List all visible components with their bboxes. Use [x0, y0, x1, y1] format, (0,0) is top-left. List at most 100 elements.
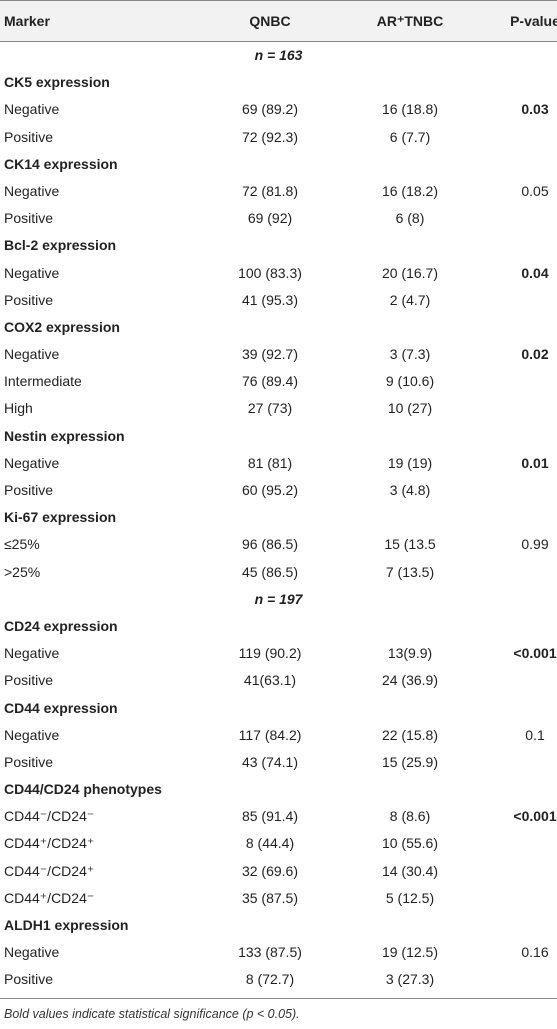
- sample-size: n = 197: [254, 590, 303, 607]
- cell: 133 (87.5): [238, 944, 302, 961]
- cell: Negative: [4, 726, 60, 743]
- p-value: 0.05: [521, 182, 549, 199]
- data-row: Negative 117 (84.2) 22 (15.8) 0.1: [0, 722, 557, 749]
- cell: Negative: [4, 182, 60, 199]
- sample-size: n = 163: [254, 47, 303, 63]
- cell: 35 (87.5): [241, 889, 299, 906]
- table-rule: [0, 994, 557, 999]
- cell: CD44⁻/CD24⁻: [4, 808, 95, 825]
- data-row: Negative 133 (87.5) 19 (12.5) 0.16: [0, 939, 557, 966]
- p-value: 0.04: [521, 264, 549, 281]
- cell: 45 (86.5): [241, 563, 299, 580]
- cell: 2 (4.7): [389, 291, 431, 308]
- cell: >25%: [4, 563, 41, 580]
- cell: 15 (13.5: [384, 536, 436, 553]
- data-row: Negative 81 (81) 19 (19) 0.01: [0, 450, 557, 477]
- cell: ≤25%: [4, 536, 40, 553]
- cell: 8 (72.7): [245, 971, 295, 988]
- header-cell: Marker: [4, 13, 50, 29]
- cell: 5 (12.5): [385, 889, 435, 906]
- cell: 69 (89.2): [241, 101, 299, 118]
- cell: 19 (19): [387, 454, 433, 471]
- cell: 72 (92.3): [241, 128, 299, 145]
- data-row: CD44⁺/CD24⁻ 35 (87.5) 5 (12.5): [0, 885, 557, 912]
- cell: 19 (12.5): [381, 944, 439, 961]
- cell: 24 (36.9): [381, 672, 439, 689]
- data-row: Negative 119 (90.2) 13(9.9) <0.001: [0, 640, 557, 667]
- data-row: Positive 41(63.1) 24 (36.9): [0, 667, 557, 694]
- cell: 27 (73): [247, 400, 293, 417]
- p-value: 0.1: [525, 726, 545, 743]
- group-title: CD44 expression: [4, 699, 118, 716]
- p-value: <0.001: [513, 645, 557, 662]
- cell: 16 (18.2): [381, 182, 439, 199]
- header-cell: AR⁺TNBC: [376, 13, 444, 29]
- cell: 20 (16.7): [381, 264, 439, 281]
- cell: 117 (84.2): [238, 726, 302, 743]
- group-title: CD44/CD24 phenotypes: [4, 781, 162, 798]
- cell: 8 (44.4): [245, 835, 295, 852]
- cell: 69 (92): [247, 210, 293, 227]
- cell: Negative: [4, 454, 60, 471]
- cell: Positive: [4, 971, 54, 988]
- data-row: Negative 72 (81.8) 16 (18.2) 0.05: [0, 178, 557, 205]
- data-row: Positive 43 (74.1) 15 (25.9): [0, 749, 557, 776]
- data-row: CD44⁻/CD24⁺ 32 (69.6) 14 (30.4): [0, 858, 557, 885]
- group-title: COX2 expression: [4, 318, 120, 335]
- data-row: Positive 8 (72.7) 3 (27.3): [0, 966, 557, 993]
- data-row: Negative 69 (89.2) 16 (18.8) 0.03: [0, 96, 557, 123]
- cell: 3 (4.8): [389, 482, 431, 498]
- data-row: Positive 69 (92) 6 (8): [0, 205, 557, 232]
- p-value: 0.02: [521, 346, 549, 363]
- cell: 8 (8.6): [389, 808, 431, 825]
- cell: 119 (90.2): [238, 645, 302, 662]
- cell: 81 (81): [247, 454, 293, 471]
- cell: 13(9.9): [387, 645, 433, 662]
- cell: 41(63.1): [243, 672, 297, 689]
- p-value: 0.03: [521, 101, 549, 118]
- cell: Negative: [4, 944, 60, 961]
- data-row: Intermediate 76 (89.4) 9 (10.6): [0, 368, 557, 395]
- group-title: CD24 expression: [4, 617, 118, 634]
- cell: CD44⁺/CD24⁺: [4, 835, 95, 852]
- cell: CD44⁺/CD24⁻: [4, 889, 95, 906]
- p-value: 0.01: [521, 454, 549, 471]
- cell: 3 (27.3): [385, 971, 435, 988]
- cell: 43 (74.1): [241, 753, 299, 770]
- group-title: ALDH1 expression: [4, 917, 129, 933]
- cell: 7 (13.5): [385, 563, 435, 580]
- data-row: High 27 (73) 10 (27): [0, 395, 557, 422]
- data-row: >25% 45 (86.5) 7 (13.5): [0, 559, 557, 586]
- data-row: Negative 39 (92.7) 3 (7.3) 0.02: [0, 341, 557, 368]
- data-row: CD44⁻/CD24⁻ 85 (91.4) 8 (8.6) <0.001: [0, 803, 557, 830]
- cell: 39 (92.7): [241, 346, 299, 363]
- cell: 16 (18.8): [381, 101, 439, 118]
- cell: 85 (91.4): [241, 808, 299, 825]
- cell: Negative: [4, 264, 60, 281]
- cell: 10 (27): [387, 400, 433, 417]
- group-title: CK14 expression: [4, 155, 118, 172]
- cell: Positive: [4, 482, 54, 498]
- cell: High: [4, 400, 33, 417]
- group-title: Bcl-2 expression: [4, 237, 117, 254]
- cell: Positive: [4, 753, 54, 770]
- cell: Positive: [4, 128, 54, 145]
- cell: 10 (55.6): [381, 835, 439, 852]
- header-row: Marker QNBC AR⁺TNBC P-value: [0, 0, 557, 42]
- data-row: ≤25% 96 (86.5) 15 (13.5 0.99: [0, 531, 557, 558]
- cell: Intermediate: [4, 373, 82, 390]
- cell: 32 (69.6): [241, 862, 299, 879]
- cell: 3 (7.3): [389, 346, 431, 363]
- p-value: 0.16: [521, 944, 549, 961]
- cell: Negative: [4, 101, 60, 118]
- cell: 6 (8): [395, 210, 425, 227]
- cell: 14 (30.4): [381, 862, 439, 879]
- data-row: Positive 72 (92.3) 6 (7.7): [0, 124, 557, 151]
- data-row: Positive 60 (95.2) 3 (4.8): [0, 477, 557, 504]
- group-title: Ki-67 expression: [4, 509, 117, 526]
- data-row: CD44⁺/CD24⁺ 8 (44.4) 10 (55.6): [0, 830, 557, 857]
- cell: Positive: [4, 291, 54, 308]
- cell: 9 (10.6): [385, 373, 435, 390]
